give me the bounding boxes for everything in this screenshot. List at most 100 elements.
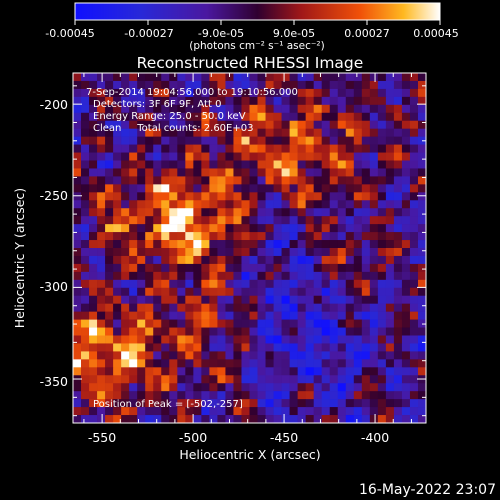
heatmap-cell xyxy=(329,295,339,304)
heatmap-cell xyxy=(417,216,427,225)
heatmap-cell xyxy=(281,120,290,129)
heatmap-cell xyxy=(81,407,90,416)
heatmap-cell xyxy=(137,152,146,161)
heatmap-cell xyxy=(129,407,138,416)
heatmap-cell xyxy=(73,88,82,98)
heatmap-cell xyxy=(233,351,242,360)
heatmap-cell xyxy=(97,359,106,368)
heatmap-cell xyxy=(97,80,106,90)
heatmap-cell xyxy=(257,104,266,114)
heatmap-cell xyxy=(329,335,339,344)
heatmap-cell xyxy=(209,311,218,320)
heatmap-cell xyxy=(225,311,234,320)
heatmap-cell xyxy=(185,375,194,384)
heatmap-cell xyxy=(305,216,314,225)
heatmap-cell xyxy=(281,88,290,98)
heatmap-cell xyxy=(369,399,379,408)
heatmap-cell xyxy=(281,391,290,400)
heatmap-cell xyxy=(297,311,306,320)
heatmap-cell xyxy=(153,176,162,185)
heatmap-cell xyxy=(201,311,210,320)
heatmap-cell xyxy=(305,224,314,233)
heatmap-cell xyxy=(385,263,395,273)
heatmap-cell xyxy=(353,295,363,304)
heatmap-cell xyxy=(289,367,298,376)
heatmap-cell xyxy=(169,359,178,368)
heatmap-cell xyxy=(241,224,250,233)
heatmap-cell xyxy=(249,192,258,201)
heatmap-cell xyxy=(297,216,306,225)
heatmap-cell xyxy=(417,224,427,233)
heatmap-cell xyxy=(129,240,138,249)
heatmap-cell xyxy=(113,327,122,336)
colorbar-tick-label: -0.00027 xyxy=(124,27,173,40)
heatmap-cell xyxy=(321,112,331,122)
heatmap-cell xyxy=(193,383,202,392)
heatmap-cell xyxy=(185,287,194,297)
heatmap-cell xyxy=(289,295,298,304)
heatmap-cell xyxy=(225,327,234,336)
heatmap-cell xyxy=(177,279,186,289)
heatmap-cell xyxy=(329,391,339,400)
heatmap-cell xyxy=(297,144,306,153)
heatmap-cell xyxy=(249,200,258,209)
heatmap-cell xyxy=(329,383,339,392)
y-tick-label: -200 xyxy=(40,97,68,112)
heatmap-cell xyxy=(313,136,322,145)
heatmap-cell xyxy=(137,359,146,368)
heatmap-cell xyxy=(337,351,347,360)
heatmap-cell xyxy=(417,415,427,424)
heatmap-cell xyxy=(289,120,298,129)
heatmap-cell xyxy=(145,232,154,241)
heatmap-cell xyxy=(393,192,403,201)
heatmap-cell xyxy=(97,263,106,273)
heatmap-cell xyxy=(409,383,419,392)
heatmap-cell xyxy=(393,351,403,360)
heatmap-cell xyxy=(345,208,355,217)
heatmap-cell xyxy=(217,224,226,233)
heatmap-cell xyxy=(289,311,298,320)
heatmap-cell xyxy=(153,112,162,122)
heatmap-cell xyxy=(177,152,186,161)
heatmap-cell xyxy=(241,136,250,145)
heatmap-cell xyxy=(145,359,154,368)
heatmap-cell xyxy=(73,168,82,177)
heatmap-cell xyxy=(337,287,347,297)
heatmap-cell xyxy=(81,319,90,328)
heatmap-cell xyxy=(369,73,379,82)
heatmap-cell xyxy=(345,335,355,344)
heatmap-cell xyxy=(337,248,347,257)
heatmap-cell xyxy=(313,128,322,137)
heatmap-cell xyxy=(377,96,387,106)
heatmap-cell xyxy=(97,160,106,169)
heatmap-cell xyxy=(417,248,427,257)
heatmap-cell xyxy=(313,216,322,225)
heatmap-cell xyxy=(401,375,411,384)
heatmap-cell xyxy=(385,327,395,336)
heatmap-cell xyxy=(289,383,298,392)
heatmap-cell xyxy=(153,144,162,153)
heatmap-cell xyxy=(209,319,218,328)
heatmap-cell xyxy=(409,327,419,336)
heatmap-cell xyxy=(201,327,210,336)
heatmap-cell xyxy=(233,176,242,185)
heatmap-cell xyxy=(121,375,130,384)
colorbar-tick-label: -9.0e-05 xyxy=(198,27,244,40)
heatmap-cell xyxy=(201,303,210,312)
heatmap-cell xyxy=(297,279,306,289)
heatmap-cell xyxy=(97,343,106,352)
heatmap-cell xyxy=(177,80,186,90)
heatmap-cell xyxy=(369,255,379,265)
heatmap-cell xyxy=(249,287,258,297)
heatmap-cell xyxy=(409,399,419,408)
heatmap-cell xyxy=(305,295,314,304)
heatmap-cell xyxy=(105,271,114,281)
heatmap-cell xyxy=(329,176,339,185)
heatmap-cell xyxy=(273,120,282,129)
heatmap-cell xyxy=(329,311,339,320)
heatmap-cell xyxy=(385,303,395,312)
heatmap-cell xyxy=(153,200,162,209)
heatmap-cell xyxy=(329,263,339,273)
heatmap-cell xyxy=(377,415,387,424)
heatmap-cell xyxy=(241,168,250,177)
